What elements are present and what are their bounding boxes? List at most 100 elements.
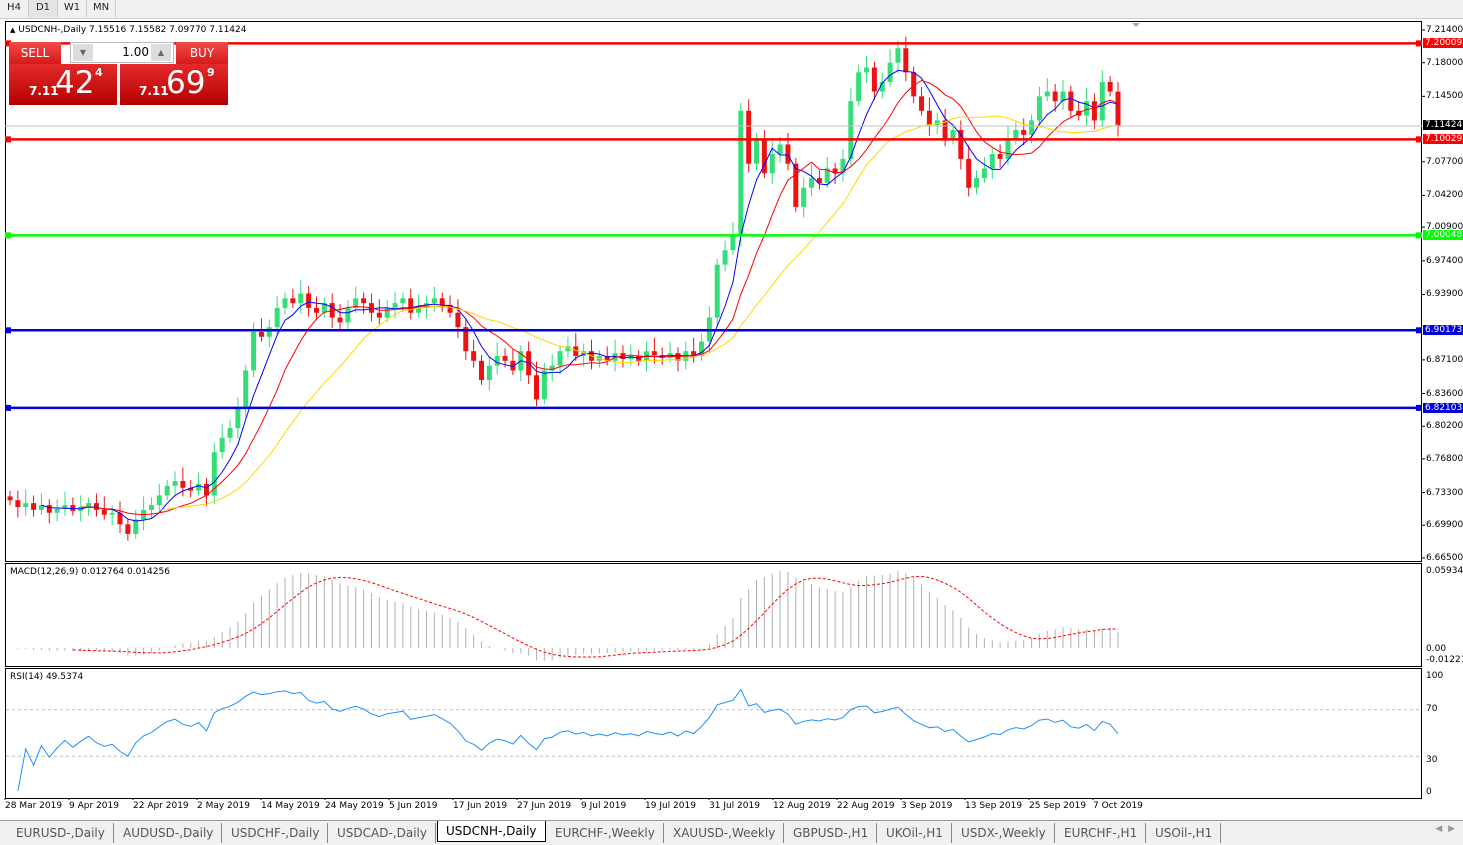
level-line-handle [1416, 327, 1422, 334]
chart-tab[interactable]: USDCHF-,Daily [223, 823, 329, 843]
chart-tab[interactable]: EURCHF-,H1 [1056, 823, 1147, 843]
lot-decrease-icon[interactable]: ▼ [73, 44, 93, 61]
bull-candle [1036, 96, 1042, 121]
bull-candle [557, 351, 563, 366]
bull-candle [950, 130, 956, 140]
current-price-tag: 7.11424 [1423, 119, 1463, 130]
level-line-handle [1416, 232, 1422, 239]
date-label: 5 Jun 2019 [389, 801, 438, 811]
level-line-handle [5, 404, 11, 411]
price-pane[interactable] [5, 21, 1422, 562]
bear-candle [455, 312, 461, 328]
date-label: 3 Sep 2019 [901, 801, 953, 811]
bear-candle [1107, 81, 1113, 92]
chart-tab[interactable]: USOil-,H1 [1147, 823, 1222, 843]
bull-candle [133, 519, 139, 534]
timeframe-h4[interactable]: H4 [0, 0, 29, 17]
date-label: 25 Sep 2019 [1029, 801, 1087, 811]
lot-size-input[interactable]: ▼ 1.00 ▲ [70, 42, 174, 63]
sell-price[interactable]: 7.11 42 4 [9, 64, 117, 105]
chart-tab[interactable]: USDX-,Weekly [953, 823, 1055, 843]
bull-candle [282, 298, 288, 308]
bull-candle [541, 370, 547, 400]
level-line-handle [5, 136, 11, 143]
bull-candle [423, 303, 429, 308]
date-label: 22 Aug 2019 [837, 801, 895, 811]
bear-candle [761, 139, 767, 174]
timeframe-toolbar: H4 D1 W1 MN [0, 0, 1463, 19]
chart-tabs: EURUSD-,Daily AUDUSD-,Daily USDCHF-,Daily U… [0, 820, 1463, 845]
buy-price[interactable]: 7.11 69 9 [120, 64, 228, 105]
chart-tab[interactable]: AUDUSD-,Daily [115, 823, 223, 843]
bull-candle [298, 293, 304, 304]
chart-tab[interactable]: USDCNH-,Daily [437, 821, 546, 842]
bull-candle [1029, 120, 1035, 135]
macd-signal-line [72, 575, 1119, 658]
chart-tab[interactable]: EURUSD-,Daily [8, 823, 114, 843]
bull-candle [243, 370, 249, 409]
bear-candle [447, 305, 453, 313]
timeframe-d1[interactable]: D1 [29, 0, 58, 17]
ma-fast-line [41, 69, 1119, 522]
bear-candle [793, 163, 799, 207]
level-price-tag: 6.90173 [1423, 325, 1463, 336]
sell-button[interactable]: SELL [9, 42, 61, 65]
bull-candle [392, 303, 398, 308]
level-line-handle [5, 232, 11, 239]
bear-candle [1052, 91, 1058, 102]
buy-button[interactable]: BUY [176, 42, 228, 65]
bear-candle [911, 72, 917, 97]
price-tick-label: 6.93900 [1426, 289, 1463, 300]
chart-title-text: USDCNH-,Daily 7.15516 7.15582 7.09770 7.… [18, 25, 247, 35]
bull-candle [23, 503, 29, 508]
sell-price-prefix: 7.11 [29, 84, 59, 98]
price-tick-label: 6.66500 [1426, 552, 1463, 563]
chart-tab[interactable]: UKOil-,H1 [878, 823, 952, 843]
chart-canvas[interactable] [0, 0, 1463, 800]
price-tick-label: 7.14500 [1426, 91, 1463, 102]
macd-title: MACD(12,26,9) 0.012764 0.014256 [10, 567, 170, 577]
timeframe-w1[interactable]: W1 [58, 0, 87, 17]
timeframe-mn[interactable]: MN [87, 0, 116, 17]
bull-candle [384, 307, 390, 318]
bull-candle [714, 264, 720, 318]
date-label: 27 Jun 2019 [517, 801, 572, 811]
rsi-tick-70: 70 [1426, 704, 1438, 714]
bull-candle [345, 307, 351, 323]
rsi-title: RSI(14) 49.5374 [10, 672, 84, 682]
bear-candle [478, 360, 484, 381]
bear-candle [1115, 91, 1121, 126]
bull-candle [848, 101, 854, 159]
date-label: 13 Sep 2019 [965, 801, 1023, 811]
bear-candle [117, 512, 123, 525]
chart-tab[interactable]: USDCAD-,Daily [329, 823, 436, 843]
one-click-trading-panel: SELL ▼ 1.00 ▲ BUY 7.11 42 4 7.11 69 9 [9, 42, 228, 105]
tab-scroll-arrows[interactable]: ◀ ▶ [1435, 824, 1455, 834]
macd-pane[interactable] [5, 563, 1422, 667]
bear-candle [439, 298, 445, 306]
bear-candle [306, 293, 312, 308]
bull-candle [38, 505, 44, 510]
bull-candle [989, 154, 995, 169]
bear-candle [903, 48, 909, 73]
bull-candle [86, 503, 92, 508]
bull-candle [172, 481, 178, 486]
bear-candle [533, 375, 539, 400]
bull-candle [1005, 139, 1011, 159]
bull-candle [1044, 91, 1050, 97]
chart-tab[interactable]: GBPUSD-,H1 [785, 823, 878, 843]
bear-candle [746, 110, 752, 164]
bull-candle [219, 437, 225, 453]
date-label: 24 May 2019 [325, 801, 384, 811]
chart-title: ▲ USDCNH-,Daily 7.15516 7.15582 7.09770 … [10, 25, 247, 35]
rsi-pane[interactable] [5, 668, 1422, 799]
chart-tab[interactable]: EURCHF-,Weekly [547, 823, 664, 843]
bull-candle [974, 178, 980, 188]
bull-candle [895, 48, 901, 63]
bear-candle [785, 144, 791, 164]
price-tick-label: 7.21400 [1426, 25, 1463, 35]
level-line-handle [5, 40, 11, 47]
lot-increase-icon[interactable]: ▲ [151, 44, 171, 61]
date-label: 28 Mar 2019 [5, 801, 63, 811]
chart-tab[interactable]: XAUUSD-,Weekly [665, 823, 785, 843]
